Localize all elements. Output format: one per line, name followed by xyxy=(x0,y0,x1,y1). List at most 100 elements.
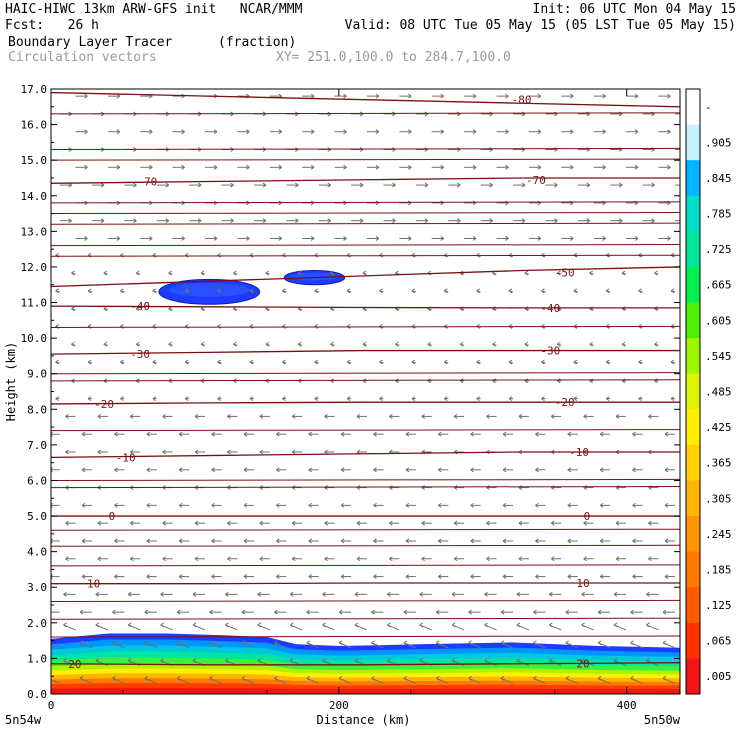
wind-vector-head-94 xyxy=(565,609,570,615)
wind-vector-head-111 xyxy=(484,591,488,597)
colorbar-label-5: .665 xyxy=(705,279,732,292)
wind-vector-head-16 xyxy=(565,675,570,681)
wind-vector-head-465 xyxy=(589,270,593,276)
wind-vector-head-163 xyxy=(276,538,280,544)
colorbar-swatch-13 xyxy=(686,551,700,588)
wind-vector-head-322 xyxy=(379,396,383,402)
wind-vector-head-82 xyxy=(176,609,181,615)
wind-vector-head-576 xyxy=(408,164,412,170)
wind-vector-head-453 xyxy=(200,270,205,276)
wind-vector-head-134 xyxy=(599,574,604,579)
wind-vector-head-101 xyxy=(160,591,164,597)
wind-vector-head-278 xyxy=(211,431,215,437)
wind-vector-head-198 xyxy=(146,502,151,508)
wind-vector-head-212 xyxy=(599,502,604,508)
y-tick-label-6: 6.0 xyxy=(27,474,47,487)
wind-vector-head-288 xyxy=(535,431,539,437)
wind-vector-head-661 xyxy=(634,93,639,99)
wind-vector-head-118 xyxy=(81,574,86,579)
wind-vector-head-237 xyxy=(146,467,151,473)
wind-vector-head-67 xyxy=(322,622,326,628)
wind-vector-head-247 xyxy=(470,467,474,473)
wind-vector-head-180 xyxy=(194,520,199,526)
wind-vector-head-365 xyxy=(508,359,513,365)
wind-vector-head-182 xyxy=(259,520,264,526)
colorbar-swatch-12 xyxy=(686,516,700,553)
tracer-layer-10 xyxy=(51,687,680,694)
wind-vector-head-172 xyxy=(567,538,572,544)
wind-vector-head-373 xyxy=(135,341,140,347)
wind-vector-head-56 xyxy=(597,640,602,646)
wind-vector-head-504 xyxy=(602,236,606,241)
wind-vector-head-59 xyxy=(63,622,67,628)
temp-contour-label-8-1: 10 xyxy=(576,577,589,590)
wind-vector-head-240 xyxy=(243,467,248,473)
isotherm-8 xyxy=(51,325,680,328)
wind-vector-head-555 xyxy=(359,182,364,188)
wind-vector-head-616 xyxy=(440,129,444,135)
wind-vector-head-496 xyxy=(343,236,347,241)
wind-vector-head-31 xyxy=(419,658,423,663)
wind-vector-head-92 xyxy=(500,609,505,615)
wind-vector-head-500 xyxy=(472,236,477,241)
wind-vector-head-432 xyxy=(152,288,157,294)
wind-vector-head-307 xyxy=(518,413,523,419)
wind-vector-head-621 xyxy=(602,129,606,135)
wind-vector-head-190 xyxy=(518,520,523,526)
wind-vector-head-374 xyxy=(168,341,172,347)
wind-vector-head-3 xyxy=(144,675,149,681)
wind-vector-head-443 xyxy=(508,288,513,294)
wind-vector-head-201 xyxy=(243,502,248,508)
wind-vector-head-605 xyxy=(84,129,88,135)
wind-vector-head-157 xyxy=(81,538,86,544)
y-tick-label-11: 11.0 xyxy=(21,297,48,310)
wind-vector-head-252 xyxy=(632,467,636,473)
wind-vector-head-564 xyxy=(651,182,655,188)
wind-vector-head-644 xyxy=(84,93,88,99)
wind-vector-head-362 xyxy=(411,359,416,365)
temp-contour-label-3-0: -40 xyxy=(130,300,150,313)
wind-vector-head-444 xyxy=(541,288,545,294)
wind-vector-head-320 xyxy=(314,396,318,402)
wind-vector-head-568 xyxy=(148,164,153,170)
wind-vector-head-370 xyxy=(670,359,675,365)
wind-vector-head-36 xyxy=(581,658,585,663)
wind-vector-head-656 xyxy=(472,93,477,99)
wind-vector-head-575 xyxy=(375,164,380,170)
wind-vector-head-505 xyxy=(634,236,639,241)
wind-vector-head-186 xyxy=(389,520,393,526)
wind-vector-head-70 xyxy=(419,622,423,628)
wind-vector-head-290 xyxy=(599,431,604,437)
y-tick-label-7: 7.0 xyxy=(27,439,47,452)
wind-vector-head-235 xyxy=(81,467,86,473)
wind-vector-head-238 xyxy=(178,467,183,473)
wind-vector-head-249 xyxy=(535,467,539,473)
wind-vector-head-261 xyxy=(291,449,296,455)
isotherm-14 xyxy=(51,528,680,531)
wind-vector-head-81 xyxy=(144,609,149,615)
wind-vector-head-558 xyxy=(456,182,461,188)
y-axis-label: Height (km) xyxy=(4,342,18,421)
wind-vector-head-174 xyxy=(632,538,636,544)
wind-vector-head-327 xyxy=(541,396,545,402)
wind-vector-39 xyxy=(51,643,60,649)
wind-vector-head-660 xyxy=(602,93,606,99)
overlay-name: Circulation vectors xyxy=(8,50,157,65)
wind-vector-0 xyxy=(51,679,60,684)
wind-vector-head-431 xyxy=(120,288,124,294)
colorbar-swatch-7 xyxy=(686,338,700,375)
wind-vector-head-557 xyxy=(424,182,429,188)
wind-vector-head-380 xyxy=(362,341,367,347)
wind-vector-head-188 xyxy=(453,520,458,526)
temp-contour-label-3-1: -40 xyxy=(540,302,560,315)
wind-vector-head-8 xyxy=(306,675,310,681)
wind-vector-head-655 xyxy=(440,93,444,99)
wind-vector-head-377 xyxy=(265,341,270,347)
temp-contour-8 xyxy=(51,582,680,585)
wind-vector-head-54 xyxy=(533,640,537,646)
wind-vector-head-179 xyxy=(162,520,166,526)
wind-vector-head-84 xyxy=(241,609,246,615)
temp-contour-5 xyxy=(51,401,680,405)
wind-vector-head-430 xyxy=(87,288,92,294)
wind-vector-head-66 xyxy=(289,622,294,628)
